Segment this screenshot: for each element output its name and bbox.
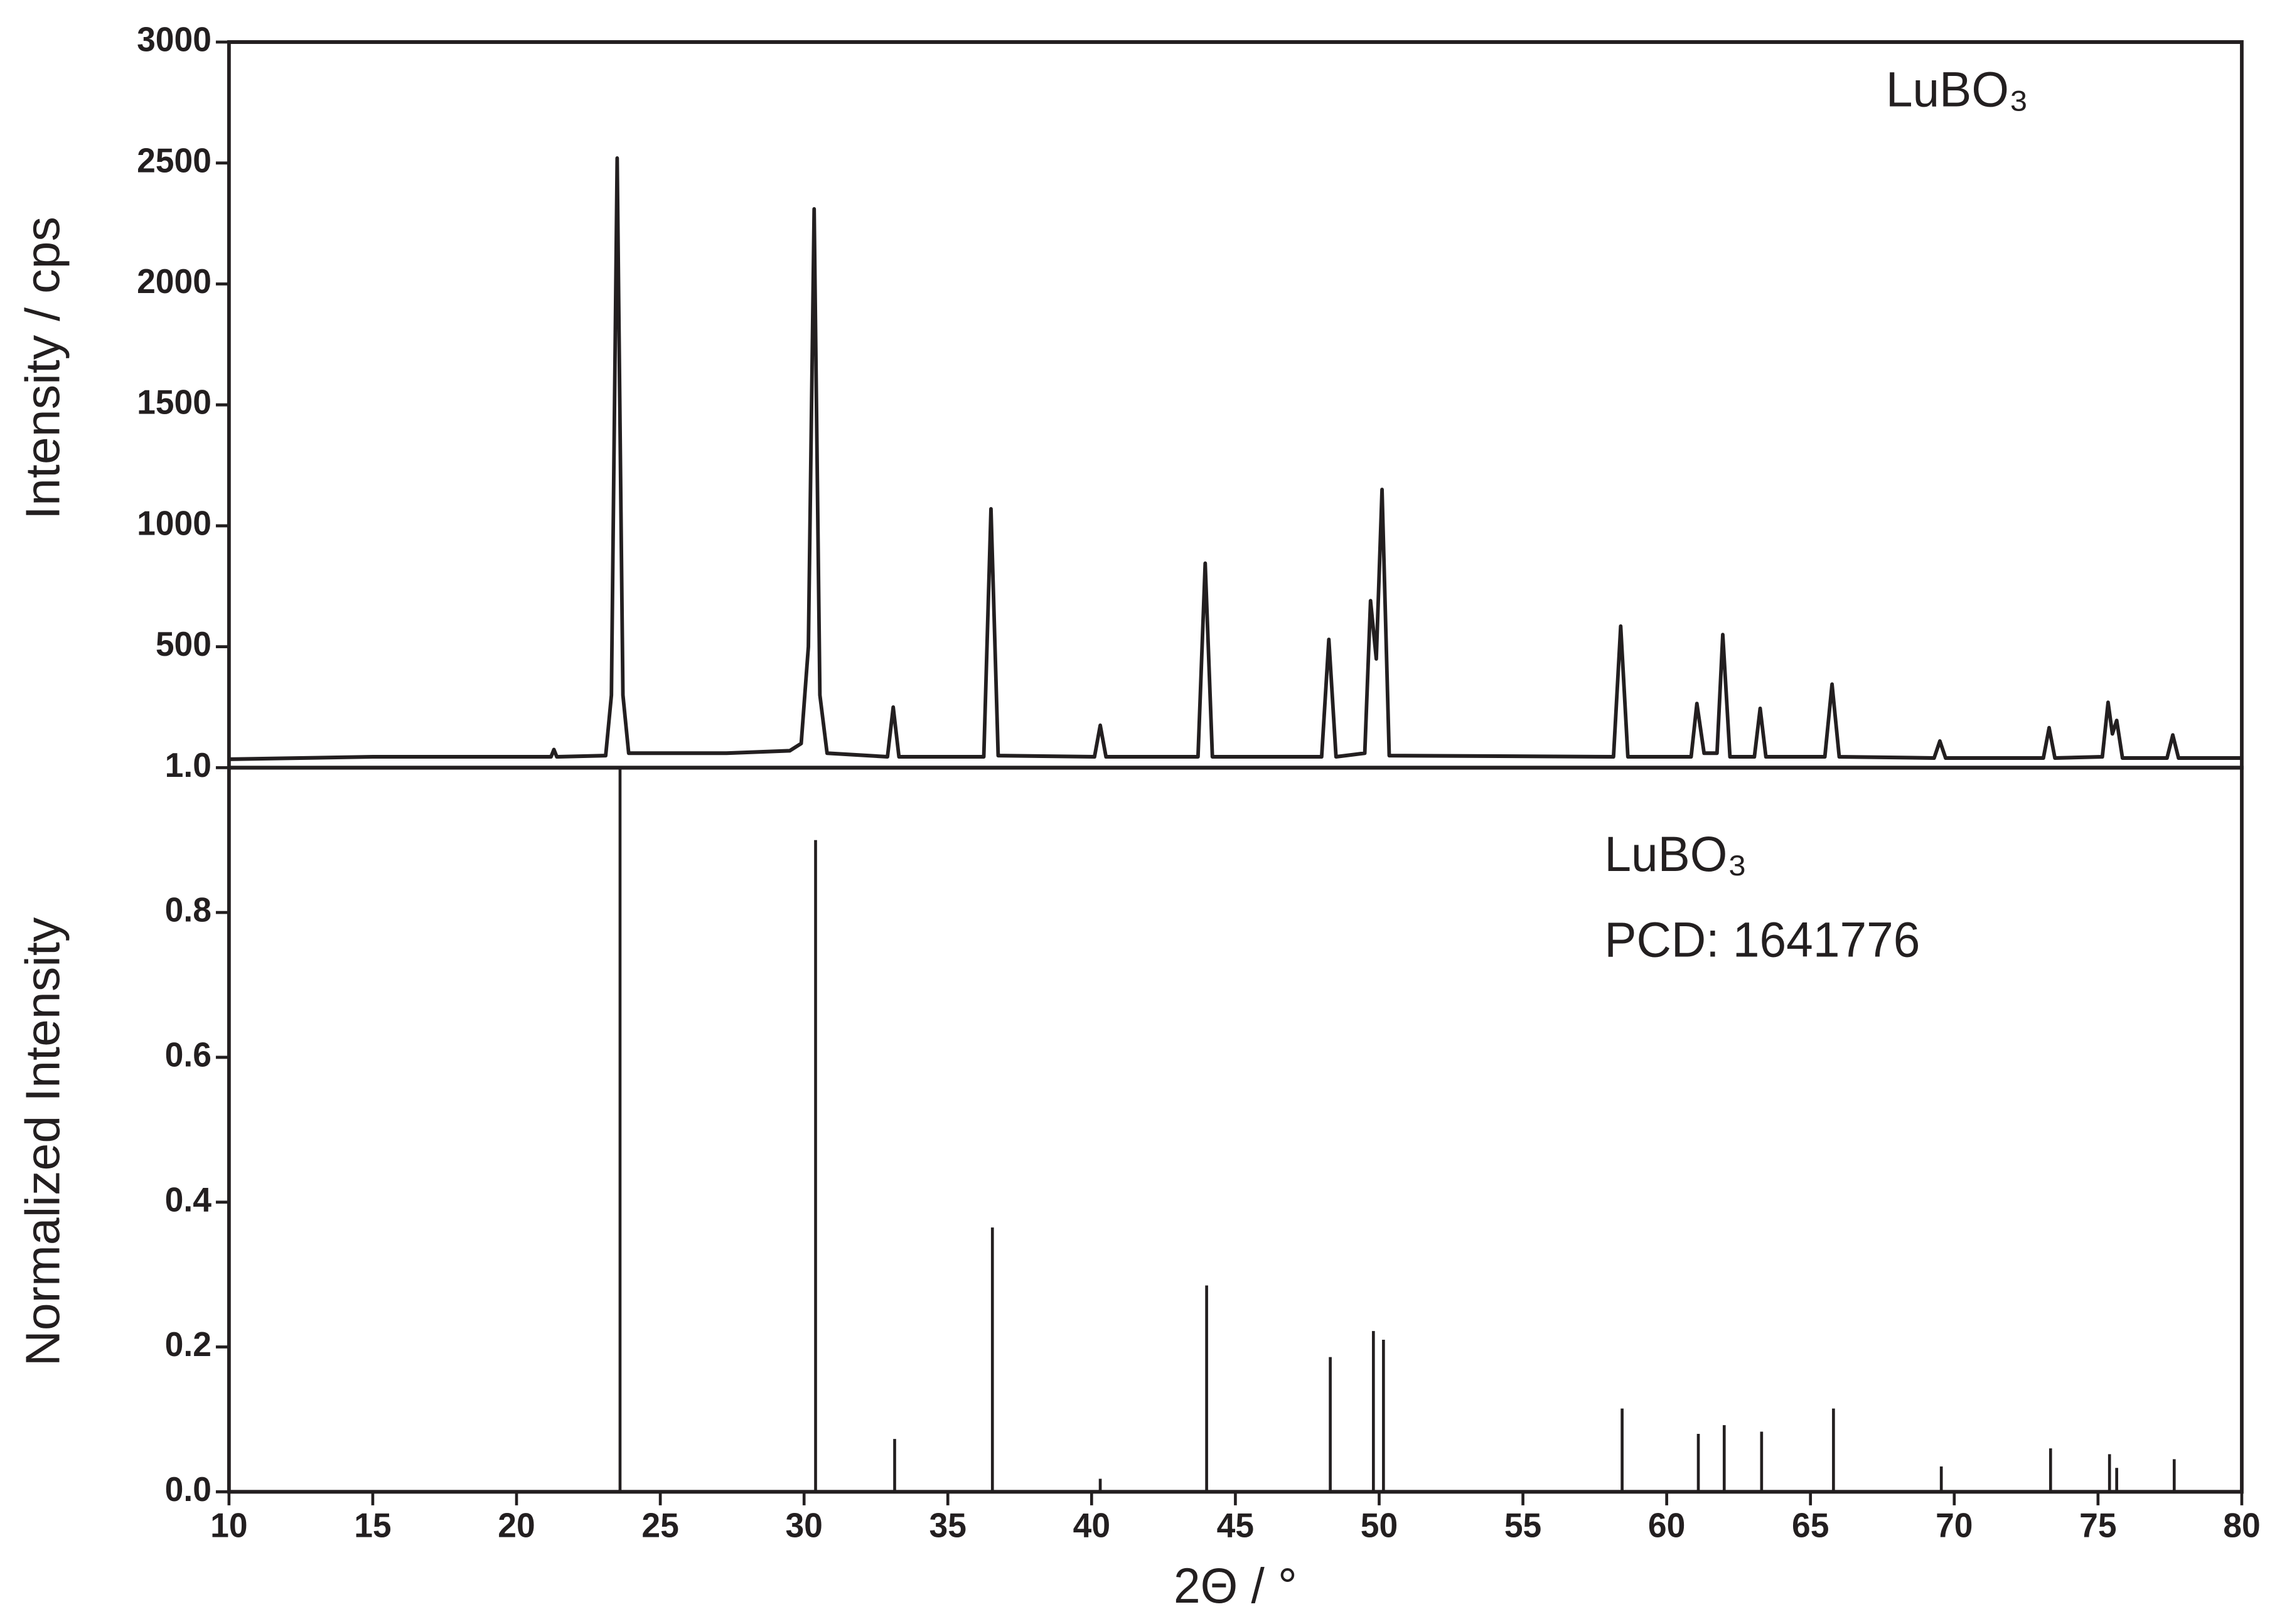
x-tick-label: 20	[498, 1507, 535, 1545]
y-tick-label: 500	[156, 625, 212, 663]
y-tick-label: 0.8	[165, 891, 212, 929]
y-tick-label: 0.0	[165, 1470, 212, 1509]
x-tick-label: 65	[1792, 1507, 1829, 1545]
x-tick-label: 80	[2223, 1507, 2260, 1545]
x-tick-label: 45	[1217, 1507, 1254, 1545]
y-tick-label: 2500	[137, 142, 212, 180]
x-axis-label: 2Θ / °	[1174, 1559, 1297, 1613]
y-tick-label: 2000	[137, 262, 212, 301]
y-tick-label: 3000	[137, 21, 212, 59]
annotation: LuBO₃	[1604, 827, 1747, 882]
y-tick-label: 0.6	[165, 1036, 212, 1074]
y-axis-label: Intensity / cps	[17, 216, 70, 520]
x-tick-label: 15	[354, 1507, 391, 1545]
y-tick-label: 0.2	[165, 1325, 212, 1364]
x-tick-label: 10	[210, 1507, 247, 1545]
annotation: PCD: 1641776	[1604, 912, 1920, 967]
bottom-frame	[227, 766, 2244, 1494]
x-tick-label: 75	[2079, 1507, 2116, 1545]
x-tick-label: 25	[641, 1507, 678, 1545]
y-tick-label: 0.4	[165, 1181, 212, 1219]
x-tick-label: 70	[1936, 1507, 1973, 1545]
x-tick-label: 35	[929, 1507, 967, 1545]
y-axis-label: Normalized Intensity	[17, 917, 70, 1367]
x-tick-label: 40	[1073, 1507, 1110, 1545]
x-tick-label: 55	[1504, 1507, 1541, 1545]
pattern-line	[228, 156, 2242, 761]
x-tick-label: 50	[1361, 1507, 1398, 1545]
annotation: LuBO₃	[1886, 62, 2028, 117]
top-frame	[227, 40, 2244, 770]
x-tick-label: 30	[785, 1507, 822, 1545]
x-tick-label: 60	[1648, 1507, 1685, 1545]
y-tick-label: 1500	[137, 383, 212, 422]
y-tick-label: 1000	[137, 505, 212, 543]
y-tick-label: 1.0	[165, 746, 212, 784]
